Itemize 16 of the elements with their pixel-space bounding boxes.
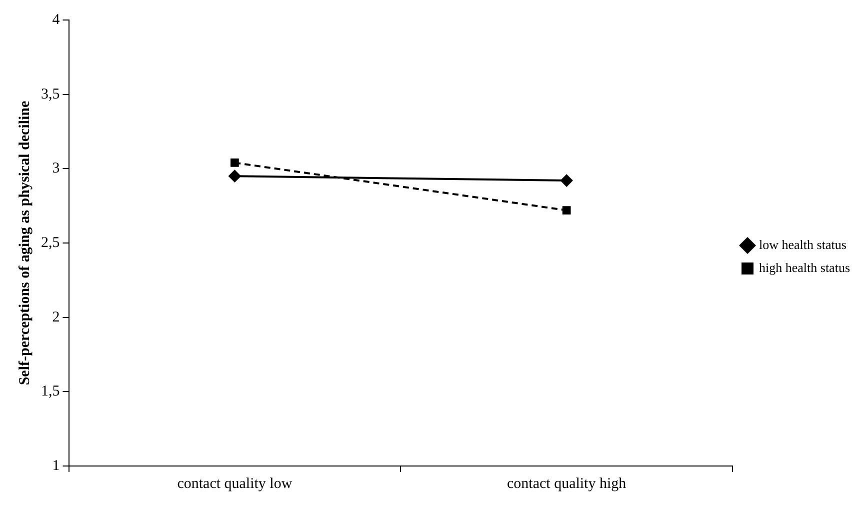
y-tick-label: 1,5 [41,384,60,400]
y-tick-label: 2,5 [41,234,60,251]
y-axis-title: Self-perceptions of aging as physical deciline [16,100,33,386]
x-tick-label: contact quality high [507,476,627,492]
x-tick-label: contact quality low [177,476,292,492]
legend-label: low health status [759,236,846,252]
legend-label: high health status [759,260,850,275]
y-tick-label: 2 [52,309,60,326]
point [560,174,573,187]
y-tick-label: 4 [52,12,60,28]
point [230,158,239,167]
y-tick-label: 1 [52,458,60,474]
point [228,170,241,182]
y-tick-label: 3,5 [41,86,60,102]
point [562,206,571,214]
y-tick-label: 3 [52,160,60,177]
